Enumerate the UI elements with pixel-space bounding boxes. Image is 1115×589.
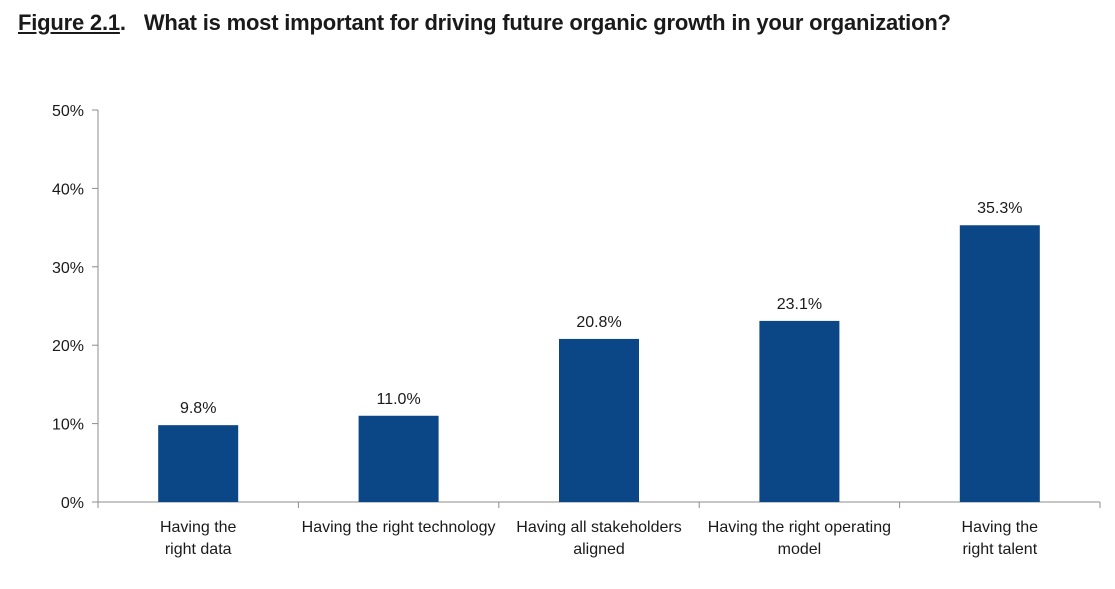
figure-title: Figure 2.1. What is most important for dr… (18, 10, 951, 36)
bar (358, 415, 439, 502)
data-label: 9.8% (180, 400, 216, 417)
data-label: 11.0% (377, 391, 421, 408)
category-label: Having the right data (160, 519, 237, 558)
y-tick-label: 50% (52, 103, 84, 120)
category-label: Having the right operating model (708, 519, 891, 558)
data-label: 23.1% (777, 296, 822, 313)
data-label: 20.8% (576, 314, 621, 331)
bar (959, 225, 1040, 503)
figure-label: Figure 2.1 (18, 10, 120, 35)
category-label-line: aligned (573, 541, 625, 558)
data-label: 35.3% (977, 200, 1022, 217)
y-tick-label: 0% (61, 495, 84, 512)
y-tick-label: 40% (52, 181, 84, 198)
chart-title: What is most important for driving futur… (143, 10, 951, 35)
category-label-line: Having the right technology (302, 519, 496, 536)
y-tick-label: 10% (52, 417, 84, 434)
category-label-line: right talent (962, 541, 1037, 558)
bar (559, 338, 639, 502)
category-label-line: Having the (962, 519, 1039, 536)
category-label-line: Having the (160, 519, 237, 536)
figure-label-suffix: . (119, 10, 126, 35)
category-label-line: Having the right operating (708, 519, 891, 536)
bar (759, 320, 840, 502)
y-tick-label: 20% (52, 338, 84, 355)
category-label-line: Having all stakeholders (516, 519, 681, 536)
category-label-line: right data (165, 541, 232, 558)
category-label: Having the right talent (962, 519, 1039, 558)
category-label: Having all stakeholders aligned (516, 519, 681, 558)
category-label: Having the right technology (302, 519, 496, 536)
category-label-line: model (778, 541, 822, 558)
bar (158, 425, 239, 502)
y-tick-label: 30% (52, 260, 84, 277)
